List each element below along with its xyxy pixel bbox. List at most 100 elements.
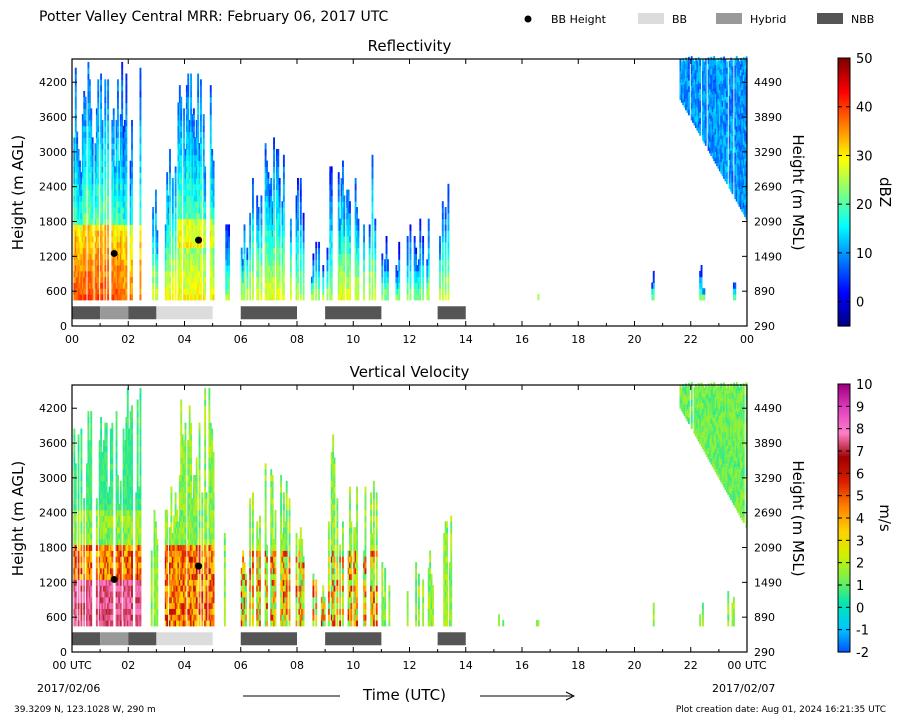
colorbar-tick-label: 0 xyxy=(856,296,864,311)
legend-label: NBB xyxy=(851,13,874,26)
colorbar-tick-label: 10 xyxy=(856,247,873,262)
bb-segment-nbb xyxy=(72,632,101,646)
x-tick-label: 00 xyxy=(740,333,754,346)
x-tick-label: 20 xyxy=(628,333,642,346)
y-tick-right-label: 890 xyxy=(754,285,775,298)
colorbar-tick-label: 9 xyxy=(856,400,864,415)
x-tick-label: 12 xyxy=(403,659,417,672)
bb-classification-bar xyxy=(72,306,466,320)
y-tick-label: 2400 xyxy=(39,507,67,520)
y-tick-right-label: 2690 xyxy=(754,507,782,520)
bb-segment-hybrid xyxy=(100,306,129,320)
x-tick-label: 16 xyxy=(515,659,529,672)
x-tick-label: 02 xyxy=(121,659,135,672)
chart-reflectivity-heatmap xyxy=(73,56,748,301)
chart-title: Vertical Velocity xyxy=(350,363,470,381)
bb-segment-nbb xyxy=(240,306,297,320)
y-tick-right-label: 1490 xyxy=(754,576,782,589)
y-axis-label: Height (m AGL) xyxy=(9,461,27,576)
legend-entry-nbb: NBB xyxy=(817,13,874,26)
y-tick-label: 3000 xyxy=(39,472,67,485)
y-tick-label: 3600 xyxy=(39,437,67,450)
y-tick-right-label: 3890 xyxy=(754,437,782,450)
bb-segment-nbb xyxy=(437,306,466,320)
x-tick-label: 12 xyxy=(403,333,417,346)
y-tick-label: 1800 xyxy=(39,216,67,229)
x-axis-label: Time (UTC) xyxy=(363,686,446,704)
y-tick-right-label: 890 xyxy=(754,611,775,624)
y-axis-label: Height (m AGL) xyxy=(9,135,27,250)
colorbar-tick-label: 4 xyxy=(856,512,864,527)
y-tick-label: 3000 xyxy=(39,146,67,159)
colorbar-tick-label: 0 xyxy=(856,601,864,616)
legend-label: BB xyxy=(672,13,687,26)
bb-height-point xyxy=(195,236,203,244)
chart-velocity-heatmap xyxy=(73,382,748,627)
colorbar-tick-label: 30 xyxy=(856,149,873,164)
bb-segment-nbb xyxy=(437,632,466,646)
chart-velocity-colorbar: -2 -1 0 1 2 3 4 5 6 7 8 9 10 m/s xyxy=(837,378,894,661)
bb-segment-bb xyxy=(156,632,213,646)
legend-entry-hybrid: Hybrid xyxy=(716,13,786,26)
date-end-label: 2017/02/07 xyxy=(712,682,776,695)
colorbar-tick-label: 2 xyxy=(856,557,864,572)
chart-title: Reflectivity xyxy=(368,37,452,55)
bb-segment-hybrid xyxy=(100,632,129,646)
bb-segment-nbb xyxy=(128,306,157,320)
colorbar-tick-label: -2 xyxy=(856,646,869,661)
y-tick-label: 1800 xyxy=(39,542,67,555)
y-tick-label: 600 xyxy=(46,611,67,624)
bb-height-point xyxy=(195,562,203,570)
y-tick-label: 1200 xyxy=(39,576,67,589)
bb-segment-nbb xyxy=(325,632,382,646)
y-tick-right-label: 3890 xyxy=(754,111,782,124)
colorbar-tick-label: 50 xyxy=(856,52,873,67)
x-tick-label: 08 xyxy=(290,333,304,346)
x-tick-label: 08 xyxy=(290,659,304,672)
legend-swatch xyxy=(817,13,843,24)
legend-label: Hybrid xyxy=(750,13,786,26)
y-tick-label: 0 xyxy=(60,646,67,659)
y-tick-right-label: 3290 xyxy=(754,146,782,159)
colorbar-frame xyxy=(837,57,851,327)
y-tick-label: 600 xyxy=(46,285,67,298)
x-tick-label: 02 xyxy=(121,333,135,346)
colorbar-tick-label: 1 xyxy=(856,579,864,594)
legend-swatch xyxy=(638,13,664,24)
bb-classification-bar xyxy=(72,632,466,646)
y-tick-label: 3600 xyxy=(39,111,67,124)
x-tick-label: 16 xyxy=(515,333,529,346)
legend-entry-bb-height: BB Height xyxy=(524,13,607,26)
bb-segment-nbb xyxy=(72,306,101,320)
y-tick-right-label: 2690 xyxy=(754,181,782,194)
colorbar-tick-label: 40 xyxy=(856,101,873,116)
x-tick-label: 04 xyxy=(178,333,192,346)
y-tick-right-label: 2090 xyxy=(754,542,782,555)
x-tick-label: 18 xyxy=(571,333,585,346)
colorbar-tick-label: 20 xyxy=(856,198,873,213)
y-tick-label: 4200 xyxy=(39,402,67,415)
colorbar-tick-label: -1 xyxy=(856,624,869,639)
colorbar-tick-label: 5 xyxy=(856,490,864,505)
bb-segment-bb xyxy=(156,306,213,320)
bb-segment-nbb xyxy=(128,632,157,646)
figure-title: Potter Valley Central MRR: February 06, … xyxy=(39,9,389,25)
x-tick-label: 00 UTC xyxy=(727,659,767,672)
creation-date-text: Plot creation date: Aug 01, 2024 16:21:3… xyxy=(675,705,886,715)
legend-label: BB Height xyxy=(551,13,607,26)
colorbar-tick-label: 10 xyxy=(856,378,873,393)
x-tick-label: 10 xyxy=(346,333,360,346)
colorbar-tick-label: 6 xyxy=(856,467,864,482)
y-tick-right-label: 290 xyxy=(754,646,775,659)
colorbar-label: dBZ xyxy=(876,177,894,207)
y-tick-right-label: 4490 xyxy=(754,402,782,415)
arrow-head-icon xyxy=(565,691,576,701)
x-tick-label: 04 xyxy=(178,659,192,672)
x-tick-label: 10 xyxy=(346,659,360,672)
x-tick-label: 06 xyxy=(234,333,248,346)
bb-height-point xyxy=(110,249,118,257)
x-tick-label: 06 xyxy=(234,659,248,672)
